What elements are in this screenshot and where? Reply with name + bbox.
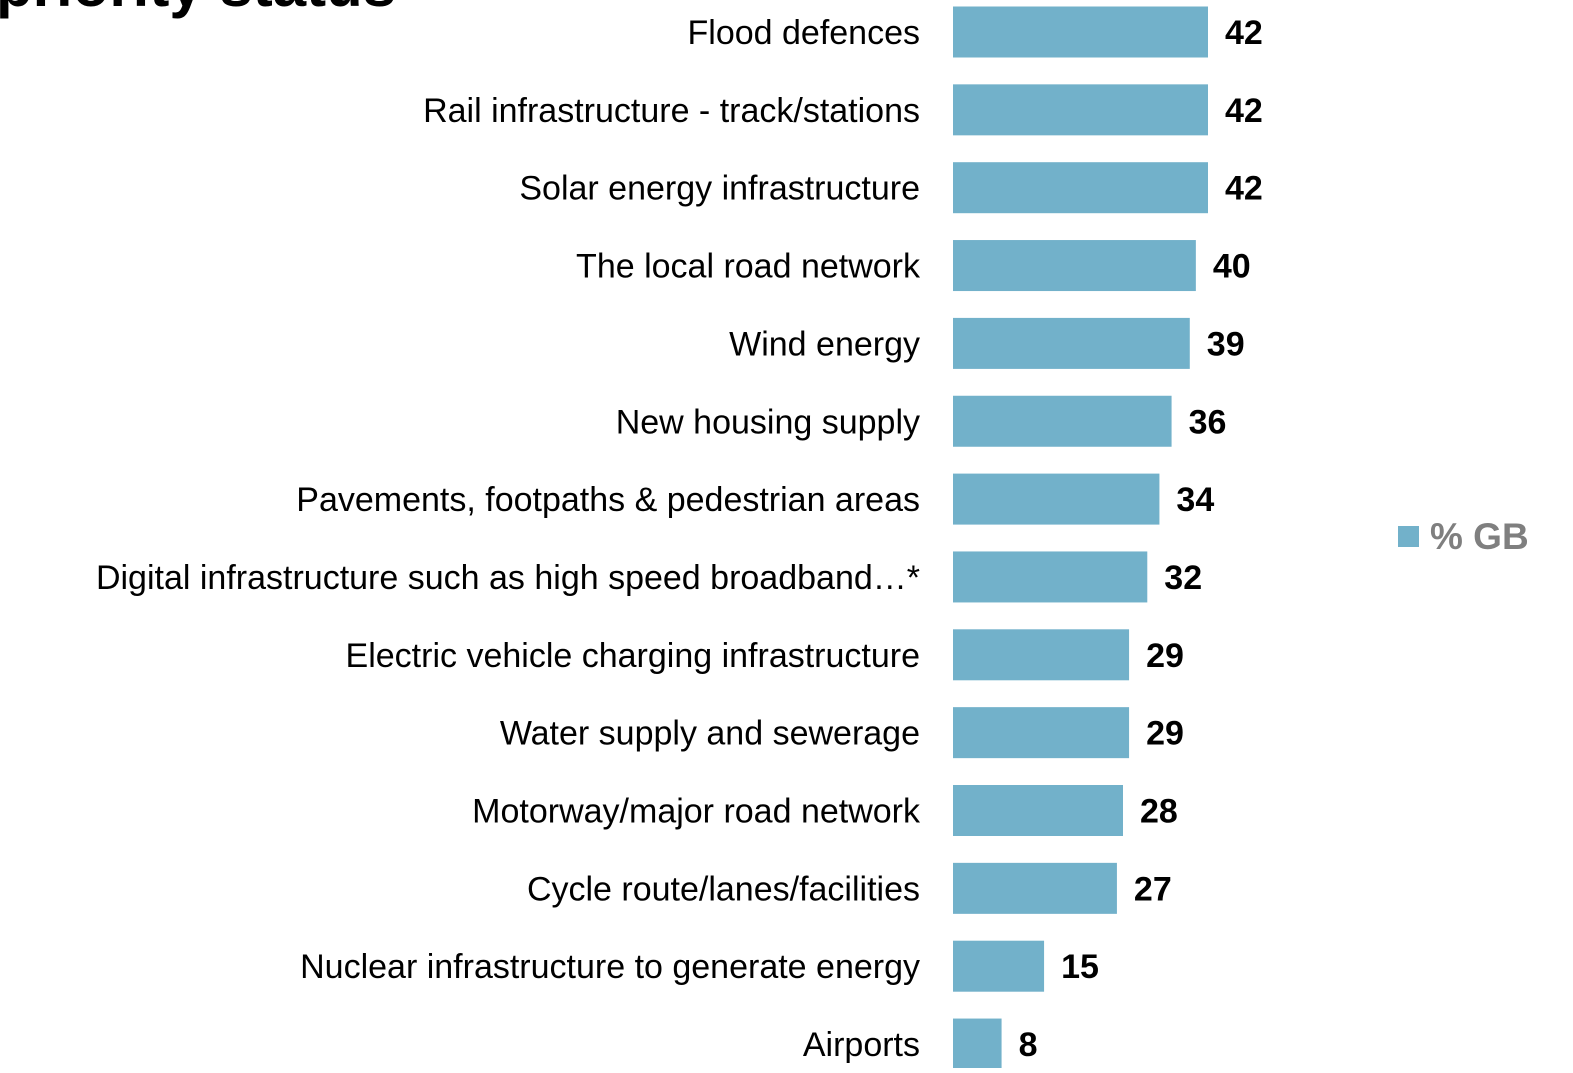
bar — [953, 473, 1160, 525]
category-label: Solar energy infrastructure — [519, 170, 920, 208]
category-label: Cycle route/lanes/facilities — [527, 870, 920, 908]
category-label: Flood defences — [688, 14, 921, 52]
chart-title: priority status — [0, 0, 396, 16]
data-label: 29 — [1146, 715, 1184, 753]
bar — [953, 1018, 1002, 1070]
bar — [953, 940, 1045, 992]
data-label: 42 — [1225, 14, 1263, 52]
category-label: Rail infrastructure - track/stations — [423, 92, 920, 130]
bars — [953, 6, 1208, 1070]
data-label: 8 — [1019, 1026, 1038, 1064]
bar — [953, 240, 1196, 292]
category-label: Electric vehicle charging infrastructure — [346, 637, 920, 675]
bar — [953, 6, 1208, 58]
category-label: The local road network — [576, 248, 921, 286]
bar — [953, 862, 1117, 914]
category-label: New housing supply — [616, 403, 920, 441]
bar — [953, 395, 1172, 447]
bar — [953, 162, 1208, 214]
data-label: 27 — [1134, 870, 1172, 908]
bar — [953, 551, 1148, 603]
data-label: 39 — [1207, 325, 1245, 363]
category-label: Motorway/major road network — [472, 793, 921, 831]
bar — [953, 317, 1190, 369]
category-labels: Flood defences Rail infrastructure - trac… — [96, 14, 921, 1064]
category-label: Wind energy — [729, 325, 920, 363]
data-label: 32 — [1164, 559, 1202, 597]
category-label: Pavements, footpaths & pedestrian areas — [296, 481, 920, 519]
legend-label: % GB — [1430, 516, 1529, 557]
category-label: Water supply and sewerage — [500, 715, 920, 753]
data-label: 42 — [1225, 92, 1263, 130]
data-label: 36 — [1189, 403, 1227, 441]
data-label: 40 — [1213, 248, 1251, 286]
bar — [953, 629, 1130, 681]
data-label: 34 — [1176, 481, 1214, 519]
data-label: 42 — [1225, 170, 1263, 208]
category-label: Nuclear infrastructure to generate energ… — [300, 948, 920, 986]
data-label: 28 — [1140, 793, 1178, 831]
bar — [953, 707, 1130, 759]
category-label: Digital infrastructure such as high spee… — [96, 559, 920, 597]
legend: % GB — [1398, 516, 1529, 557]
bar — [953, 84, 1208, 136]
category-label: Airports — [803, 1026, 920, 1064]
legend-swatch — [1398, 526, 1419, 547]
data-label: 15 — [1061, 948, 1099, 986]
bar — [953, 785, 1123, 836]
data-label: 29 — [1146, 637, 1184, 675]
data-labels: 42 42 42 40 39 36 34 32 29 29 28 27 15 8 — [1019, 14, 1263, 1064]
